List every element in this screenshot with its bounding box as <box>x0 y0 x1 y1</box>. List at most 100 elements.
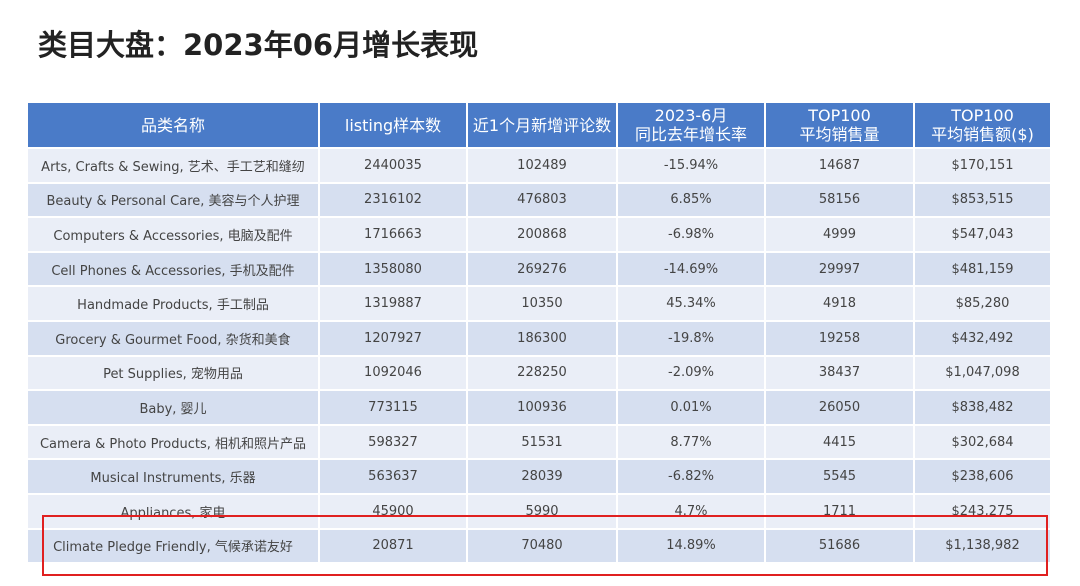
table-row: Pet Supplies, 宠物用品 1092046 228250 -2.09% 384… <box>28 356 1052 392</box>
table-cell: 70480 <box>468 529 618 565</box>
table-cell: 1716663 <box>320 218 468 253</box>
table-row: Beauty & Personal Care, 美容与个人护理 2316102 47… <box>28 183 1052 219</box>
table-row: Climate Pledge Friendly, 气候承诺友好 20871 7048… <box>28 529 1052 565</box>
table-cell: Pet Supplies, 宠物用品 <box>28 356 320 392</box>
table-row: Handmade Products, 手工制品 1319887 10350 45.34… <box>28 287 1052 322</box>
header-text: TOP100 <box>951 106 1014 125</box>
table-cell: $170,151 <box>915 149 1052 184</box>
table-cell: 14.89% <box>618 529 766 565</box>
table-cell: 51531 <box>468 425 618 461</box>
table-row: Cell Phones & Accessories, 手机及配件 1358080 2… <box>28 252 1052 288</box>
table-cell: 5545 <box>766 460 915 495</box>
table-cell: 20871 <box>320 529 468 565</box>
table-cell: $547,043 <box>915 218 1052 253</box>
table-cell: -6.98% <box>618 218 766 253</box>
table-cell: 563637 <box>320 460 468 495</box>
header-cell: 2023-6月 同比去年增长率 <box>618 103 766 149</box>
table-cell: 4999 <box>766 218 915 253</box>
table-cell: Beauty & Personal Care, 美容与个人护理 <box>28 183 320 219</box>
table-cell: 45900 <box>320 494 468 530</box>
table-cell: 58156 <box>766 183 915 219</box>
header-text: TOP100 <box>808 106 871 125</box>
table-cell: Camera & Photo Products, 相机和照片产品 <box>28 425 320 461</box>
table-cell: Musical Instruments, 乐器 <box>28 460 320 495</box>
header-text: 2023-6月 <box>654 106 728 125</box>
table-row: Musical Instruments, 乐器 563637 28039 -6.82%… <box>28 460 1052 495</box>
table-cell: 102489 <box>468 149 618 184</box>
table-cell: Cell Phones & Accessories, 手机及配件 <box>28 252 320 288</box>
table-cell: 1358080 <box>320 252 468 288</box>
header-text: 平均销售额($) <box>931 125 1034 144</box>
table-cell: 28039 <box>468 460 618 495</box>
table-cell: $302,684 <box>915 425 1052 461</box>
table-cell: 0.01% <box>618 391 766 426</box>
header-row: 品类名称 listing样本数 近1个月新增评论数 2023-6月 同比去年增长率 TOP… <box>28 103 1052 149</box>
table-cell: 598327 <box>320 425 468 461</box>
table-cell: -6.82% <box>618 460 766 495</box>
table-cell: 8.77% <box>618 425 766 461</box>
table-cell: 2440035 <box>320 149 468 184</box>
table-cell: Arts, Crafts & Sewing, 艺术、手工艺和缝纫 <box>28 149 320 184</box>
table-cell: 45.34% <box>618 287 766 322</box>
table-cell: 4415 <box>766 425 915 461</box>
table-cell: 269276 <box>468 252 618 288</box>
table-cell: Baby, 婴儿 <box>28 391 320 426</box>
table-cell: Computers & Accessories, 电脑及配件 <box>28 218 320 253</box>
table-cell: 2316102 <box>320 183 468 219</box>
table-cell: -14.69% <box>618 252 766 288</box>
table-cell: 4918 <box>766 287 915 322</box>
table-row: Arts, Crafts & Sewing, 艺术、手工艺和缝纫 2440035 1… <box>28 149 1052 184</box>
header-text: listing样本数 <box>344 115 442 135</box>
header-cell: TOP100 平均销售量 <box>766 103 915 149</box>
table-cell: 6.85% <box>618 183 766 219</box>
table-row: Grocery & Gourmet Food, 杂货和美食 1207927 1863… <box>28 321 1052 357</box>
table-cell: $85,280 <box>915 287 1052 322</box>
table: 品类名称 listing样本数 近1个月新增评论数 2023-6月 同比去年增长率 TOP… <box>28 103 1052 565</box>
table-cell: 29997 <box>766 252 915 288</box>
table-row: Baby, 婴儿 773115 100936 0.01% 26050 $838,482 <box>28 391 1052 426</box>
table-cell: -19.8% <box>618 321 766 357</box>
table-cell: -15.94% <box>618 149 766 184</box>
table-cell: 1319887 <box>320 287 468 322</box>
table-cell: -2.09% <box>618 356 766 392</box>
table-cell: 5990 <box>468 494 618 530</box>
header-text: 近1个月新增评论数 <box>472 115 612 135</box>
table-cell: Grocery & Gourmet Food, 杂货和美食 <box>28 321 320 357</box>
table-cell: 19258 <box>766 321 915 357</box>
highlight-box <box>42 515 1048 576</box>
page-title: 类目大盘：2023年06月增长表现 <box>38 28 479 62</box>
table-cell: 1711 <box>766 494 915 530</box>
table-cell: 1207927 <box>320 321 468 357</box>
table-cell: 228250 <box>468 356 618 392</box>
table-cell: 200868 <box>468 218 618 253</box>
table-cell: Handmade Products, 手工制品 <box>28 287 320 322</box>
table-row: Computers & Accessories, 电脑及配件 1716663 200… <box>28 218 1052 253</box>
table-cell: $238,606 <box>915 460 1052 495</box>
header-cell: 近1个月新增评论数 <box>468 103 618 149</box>
table-cell: $838,482 <box>915 391 1052 426</box>
table-cell: $1,138,982 <box>915 529 1052 565</box>
table-cell: $243,275 <box>915 494 1052 530</box>
table-row: Camera & Photo Products, 相机和照片产品 598327 51… <box>28 425 1052 461</box>
table-cell: $481,159 <box>915 252 1052 288</box>
header-cell: listing样本数 <box>320 103 468 149</box>
header-text: 同比去年增长率 <box>634 125 747 144</box>
table-cell: 1092046 <box>320 356 468 392</box>
table-cell: 773115 <box>320 391 468 426</box>
header-cell: 品类名称 <box>28 103 320 149</box>
table-cell: 26050 <box>766 391 915 426</box>
table-cell: 100936 <box>468 391 618 426</box>
table-cell: 186300 <box>468 321 618 357</box>
table-cell: Climate Pledge Friendly, 气候承诺友好 <box>28 529 320 565</box>
header-text: 平均销售量 <box>799 125 880 144</box>
table-cell: 476803 <box>468 183 618 219</box>
header-cell: TOP100 平均销售额($) <box>915 103 1052 149</box>
table-cell: 4.7% <box>618 494 766 530</box>
table-cell: 38437 <box>766 356 915 392</box>
table-cell: 14687 <box>766 149 915 184</box>
table-cell: 51686 <box>766 529 915 565</box>
table-cell: $853,515 <box>915 183 1052 219</box>
table-cell: $1,047,098 <box>915 356 1052 392</box>
table-cell: $432,492 <box>915 321 1052 357</box>
